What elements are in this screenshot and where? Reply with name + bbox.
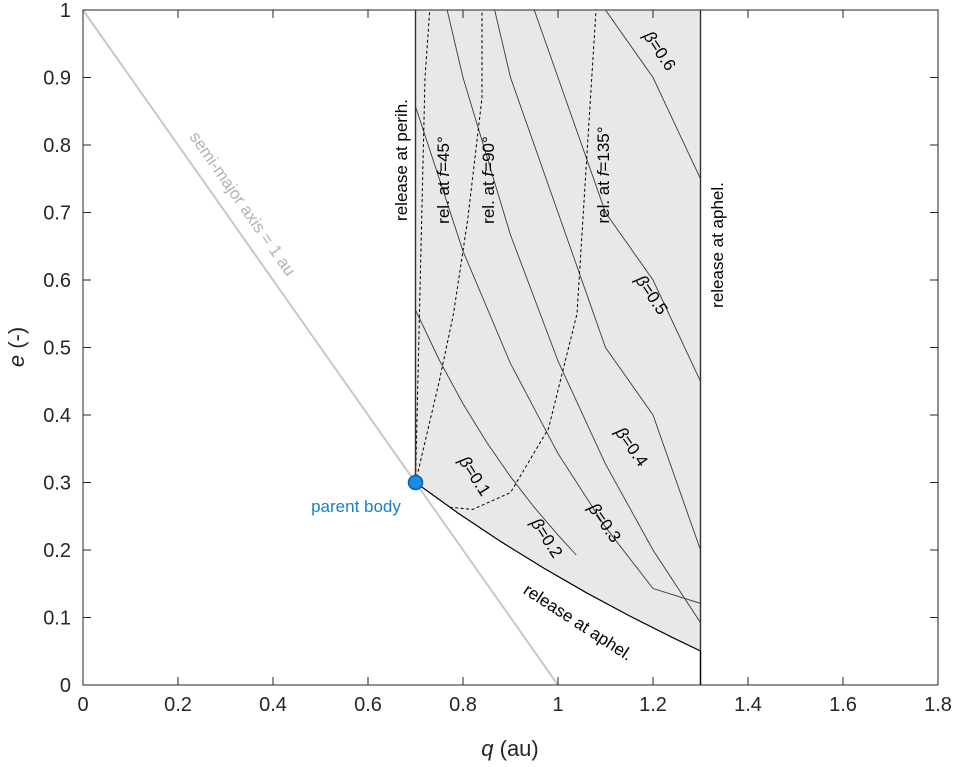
y-tick-label: 0.6: [43, 270, 71, 292]
beta-curve-0.2: [415, 106, 701, 604]
beta-curve-0.3: [415, 10, 701, 623]
f90-prefix: rel. at: [479, 177, 498, 224]
y-tick-label: 0.9: [43, 68, 71, 90]
y-tick-label: 0.2: [43, 540, 71, 562]
beta-curve-0.6: [415, 10, 701, 179]
y-axis-symbol: e: [4, 355, 29, 367]
y-tick-label: 0: [60, 675, 71, 697]
y-tick-label: 0.1: [43, 608, 71, 630]
beta-curve-0.5: [415, 10, 701, 382]
y-axis-label: e (-): [4, 327, 29, 367]
f135-var: f: [594, 169, 613, 176]
x-tick-label: 0.4: [259, 694, 287, 716]
x-axis-ticks: 0 0.2 0.4 0.6 0.8 1 1.2 1.4 1.6 1.8: [77, 10, 952, 716]
f90-label: rel. at f=90°: [479, 136, 498, 224]
y-tick-label: 0.5: [43, 338, 71, 360]
f135-prefix: rel. at: [594, 176, 613, 223]
x-tick-label: 1.6: [829, 694, 857, 716]
x-axis-label: q (au): [481, 736, 539, 761]
parent-body-label: parent body: [311, 497, 401, 516]
y-tick-label: 1: [60, 0, 71, 22]
beta-curve-0.4: [415, 10, 701, 551]
f45-value: =45°: [434, 136, 453, 172]
shaded-region: [415, 10, 701, 685]
release-aphel-vertical-label: release at aphel.: [708, 182, 727, 308]
release-perih-label: release at perih.: [392, 99, 411, 221]
f45-label: rel. at f=45°: [434, 136, 453, 224]
parent-body-marker: [407, 474, 424, 491]
x-tick-label: 1.4: [734, 694, 762, 716]
x-tick-label: 0.8: [449, 694, 477, 716]
x-tick-label: 1.2: [639, 694, 667, 716]
release-aphelion-curve: [415, 482, 702, 685]
f-curve-0: [415, 10, 431, 483]
beta-curve-0.1: [415, 309, 577, 556]
x-tick-label: 0.6: [354, 694, 382, 716]
y-axis-ticks: 0 0.1 0.2 0.3 0.4 0.5 0.6 0.7 0.8 0.9 1: [43, 0, 938, 697]
y-tick-label: 0.3: [43, 473, 71, 495]
f45-var: f: [434, 170, 453, 177]
semi-major-axis-line: [82, 9, 559, 686]
y-tick-label: 0.8: [43, 135, 71, 157]
x-tick-label: 1.8: [924, 694, 952, 716]
f90-value: =90°: [479, 136, 498, 172]
f-curve-1: [415, 10, 483, 483]
f135-value: =135°: [594, 126, 613, 171]
x-axis-unit: (au): [494, 736, 539, 761]
x-tick-label: 1: [552, 694, 563, 716]
y-tick-label: 0.4: [43, 405, 71, 427]
beta-curves: [415, 10, 701, 623]
x-tick-label: 0.2: [164, 694, 192, 716]
x-tick-label: 0: [77, 694, 88, 716]
f90-var: f: [479, 170, 498, 177]
f135-label: rel. at f=135°: [594, 126, 613, 223]
x-axis-symbol: q: [481, 736, 494, 761]
f45-prefix: rel. at: [434, 177, 453, 224]
y-tick-label: 0.7: [43, 203, 71, 225]
y-axis-unit: (-): [4, 327, 29, 355]
